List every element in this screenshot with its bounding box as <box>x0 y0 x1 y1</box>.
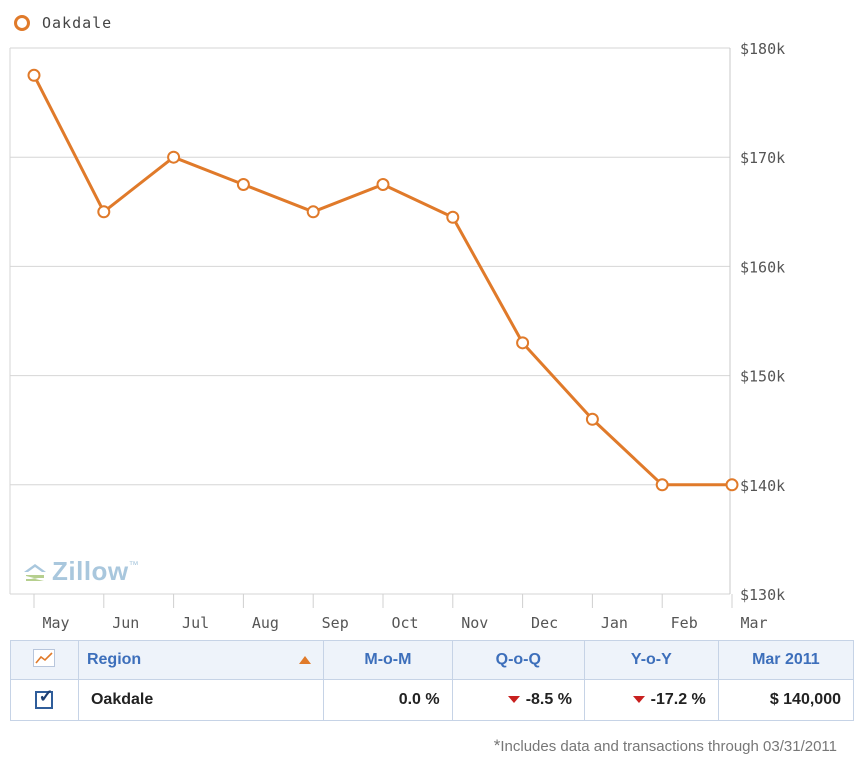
price-chart: May Jun Jul Aug Sep Oct Nov Dec Jan Feb Mar $180k$… <box>9 40 785 632</box>
chart-legend[interactable]: Oakdale <box>14 10 112 36</box>
zillow-logo-text: Zillow <box>52 556 129 586</box>
footnote-text: Includes data and transactions through 0… <box>500 738 837 755</box>
x-tick-label: Feb <box>671 614 698 632</box>
series-oakdale <box>27 68 739 492</box>
row-select-cell[interactable]: ✓ <box>10 679 79 721</box>
x-axis: May Jun Jul Aug Sep Oct Nov Dec Jan Feb Mar <box>33 594 768 632</box>
x-tick-label: Sep <box>322 614 349 632</box>
checkmark-icon: ✓ <box>38 685 54 706</box>
stats-header-row: Region M-o-M Q-o-Q Y-o-Y Mar 2011 <box>10 640 855 680</box>
data-point[interactable] <box>306 205 320 219</box>
qoq-value: -8.5 % <box>525 691 572 708</box>
data-point[interactable] <box>376 178 390 191</box>
mom-value: 0.0 % <box>323 679 453 721</box>
data-point[interactable] <box>236 178 250 191</box>
yoy-cell: -17.2 % <box>583 679 719 721</box>
x-tick-label: Jul <box>182 614 209 632</box>
yoy-column-header[interactable]: Y-o-Y <box>583 640 719 680</box>
qoq-column-header[interactable]: Q-o-Q <box>451 640 585 680</box>
y-tick-label: $160k <box>740 258 785 276</box>
x-tick-label: Jun <box>112 614 139 632</box>
zillow-trademark: ™ <box>128 560 139 571</box>
table-row: ✓ Oakdale 0.0 % -8.5 % -17.2 % $ 140,000 <box>10 679 855 721</box>
data-point[interactable] <box>27 68 41 82</box>
down-arrow-icon <box>507 696 520 704</box>
data-point[interactable] <box>585 412 599 426</box>
y-tick-label: $170k <box>740 149 785 167</box>
x-tick-label: Aug <box>252 614 279 632</box>
data-point[interactable] <box>655 478 669 492</box>
region-name[interactable]: Oakdale <box>77 679 325 721</box>
x-tick-label: Nov <box>461 614 488 632</box>
qoq-cell: -8.5 % <box>451 679 585 721</box>
stats-table: Region M-o-M Q-o-Q Y-o-Y Mar 2011 ✓ Oakd… <box>10 640 855 721</box>
x-tick-label: Jan <box>601 614 628 632</box>
data-point[interactable] <box>97 205 111 219</box>
y-tick-label: $130k <box>740 586 785 604</box>
yoy-value: -17.2 % <box>650 691 706 708</box>
data-point[interactable] <box>725 478 739 492</box>
sort-ascending-icon[interactable] <box>299 656 312 664</box>
region-checkbox[interactable]: ✓ <box>35 687 54 709</box>
zillow-logo-icon <box>24 563 46 581</box>
y-axis: $180k $170k $160k $150k $140k $130k <box>740 40 785 604</box>
mom-column-header[interactable]: M-o-M <box>323 640 453 680</box>
legend-label: Oakdale <box>42 14 113 32</box>
y-tick-label: $140k <box>740 477 785 495</box>
legend-circle-icon <box>14 15 30 31</box>
value-column-header[interactable]: Mar 2011 <box>717 640 855 680</box>
region-column-header[interactable]: Region <box>77 640 325 680</box>
data-point[interactable] <box>167 150 181 164</box>
region-header-label: Region <box>86 651 142 668</box>
series-line <box>32 74 732 487</box>
chart-toggle-header[interactable] <box>10 640 79 680</box>
footnote-star: * <box>493 736 501 755</box>
x-tick-label: Oct <box>391 614 418 632</box>
y-tick-label: $150k <box>740 368 785 386</box>
data-point[interactable] <box>446 210 460 224</box>
current-value: $ 140,000 <box>717 679 855 721</box>
footnote: *Includes data and transactions through … <box>494 736 837 756</box>
y-tick-label: $180k <box>740 40 785 58</box>
grid-lines <box>9 47 731 595</box>
x-tick-label: May <box>42 614 69 632</box>
down-arrow-icon <box>632 696 645 704</box>
line-chart-icon <box>33 648 56 667</box>
x-tick-label: Mar <box>740 614 767 632</box>
zillow-logo: Zillow ™ <box>22 556 139 587</box>
x-tick-label: Dec <box>531 614 558 632</box>
data-point[interactable] <box>516 336 530 350</box>
